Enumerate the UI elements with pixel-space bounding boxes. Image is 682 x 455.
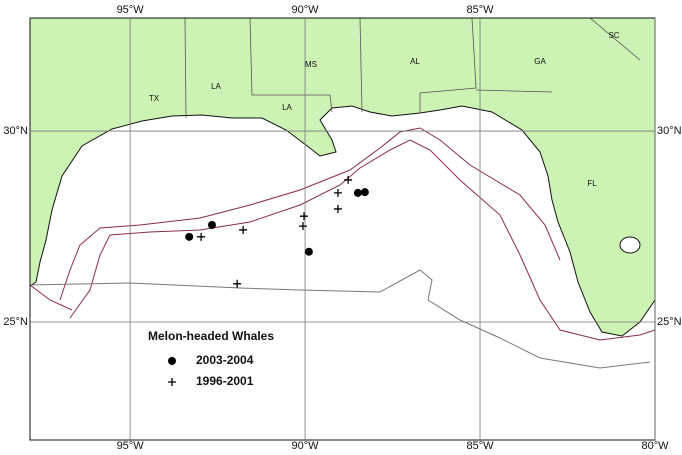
sighting-dot <box>168 357 176 365</box>
state-label: SC <box>608 31 619 40</box>
land <box>30 18 655 337</box>
sighting-dot <box>360 188 369 197</box>
state-label: AL <box>410 57 420 66</box>
state-label: TX <box>149 94 160 103</box>
y-tick-label: 30°N <box>657 125 682 137</box>
depth-contours <box>30 127 655 341</box>
eez-boundary <box>30 269 651 369</box>
legend-title: Melon-headed Whales <box>148 329 274 343</box>
sighting-cross <box>344 175 353 184</box>
sighting-cross <box>239 225 248 234</box>
lake <box>619 236 641 254</box>
basemap: TX LA MS LA AL GA SC FL <box>30 18 655 369</box>
sighting-cross <box>168 378 176 386</box>
legend-label: 1996-2001 <box>196 374 254 388</box>
state-label: LA <box>211 82 221 91</box>
legend-label: 2003-2004 <box>196 353 254 367</box>
y-tick-label: 30°N <box>3 125 28 137</box>
sighting-dot <box>353 188 362 197</box>
x-tick-label: 85°W <box>467 4 495 16</box>
state-label: MS <box>305 60 317 69</box>
sighting-cross <box>333 204 342 213</box>
sighting-cross <box>197 232 206 241</box>
sighting-cross <box>300 212 309 221</box>
y-tick-label: 25°N <box>3 316 28 328</box>
x-tick-label: 90°W <box>292 4 320 16</box>
sighting-dot <box>185 232 194 241</box>
state-label: LA <box>282 103 292 112</box>
state-label: GA <box>534 57 546 66</box>
sighting-cross <box>298 222 307 231</box>
sighting-dot <box>304 247 313 256</box>
sighting-cross <box>233 279 242 288</box>
sighting-dot <box>207 220 216 229</box>
y-tick-label: 25°N <box>657 316 682 328</box>
x-tick-label: 95°W <box>117 440 145 450</box>
state-label: FL <box>587 179 597 188</box>
sighting-cross <box>333 188 342 197</box>
x-tick-label: 85°W <box>467 440 495 450</box>
x-tick-label: 90°W <box>292 440 320 450</box>
x-tick-label: 80°W <box>641 440 669 450</box>
x-tick-label: 95°W <box>117 4 145 16</box>
state-borders <box>184 18 641 119</box>
